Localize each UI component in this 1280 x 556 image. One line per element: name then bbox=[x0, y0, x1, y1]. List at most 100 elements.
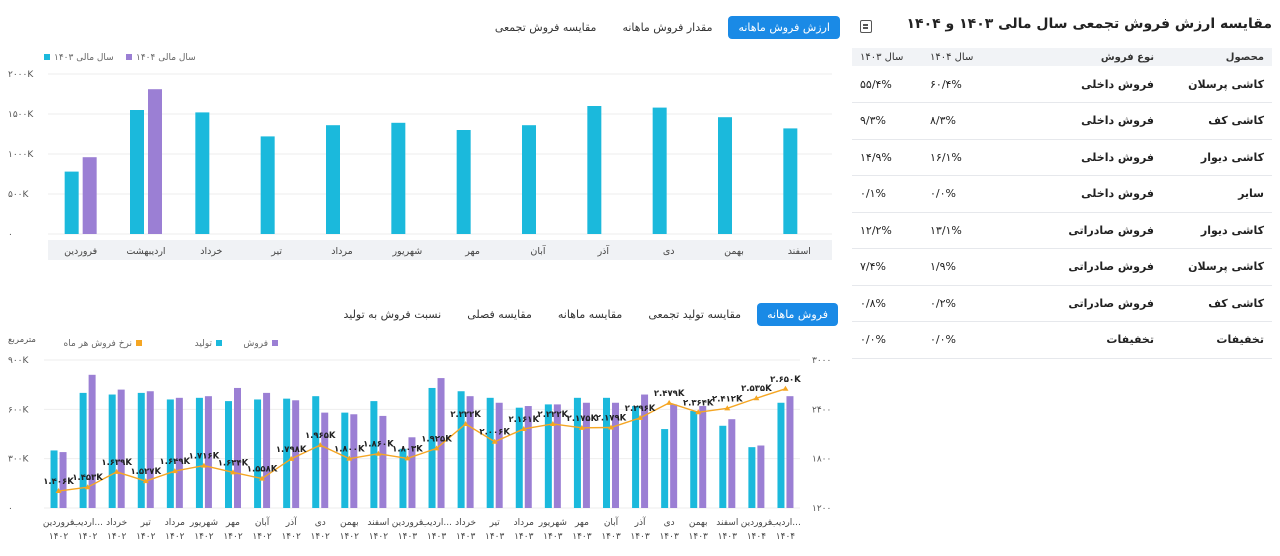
rate-data-label: ۱.۸۶۰K bbox=[363, 440, 394, 450]
x-tick-label-year: ۱۴۰۲ bbox=[281, 532, 301, 542]
x-tick-label-year: ۱۴۰۳ bbox=[689, 532, 709, 542]
rate-data-label: ۲.۱۷۹K bbox=[596, 414, 627, 424]
bar-sales bbox=[757, 445, 765, 508]
y-right-tick-label: ۱۸۰۰ bbox=[812, 455, 831, 465]
bar-production bbox=[544, 404, 552, 508]
x-tick-label-month: تیر bbox=[489, 518, 501, 528]
bar-sales bbox=[379, 415, 387, 508]
bar-production bbox=[603, 397, 610, 508]
y-tick-label: ۱۰۰۰K bbox=[8, 150, 34, 160]
bar-1403 bbox=[587, 106, 602, 234]
top-chart-tab-2[interactable]: مقایسه فروش تجمعی bbox=[494, 21, 597, 34]
bar-sales bbox=[204, 396, 212, 508]
x-tick-label-month: آبان bbox=[255, 516, 270, 528]
bar-sales bbox=[175, 397, 183, 508]
rate-point bbox=[55, 488, 62, 494]
x-tick-label-month: آبان bbox=[604, 516, 619, 528]
cell-product: کاشی پرسلان bbox=[1162, 66, 1272, 103]
bar-sales bbox=[466, 396, 474, 508]
bar-sales bbox=[350, 414, 358, 508]
comparison-panel: مقایسه ارزش فروش تجمعی سال مالی ۱۴۰۳ و ۱… bbox=[852, 10, 1272, 360]
cell-type: فروش داخلی bbox=[1012, 102, 1162, 140]
x-tick-label-year: ۱۴۰۲ bbox=[136, 532, 156, 542]
table-row: تخفیفات تخفیفات ۰/۰% ۰/۰% bbox=[852, 321, 1272, 359]
bar-production bbox=[283, 398, 291, 508]
bar-production bbox=[50, 450, 58, 508]
x-tick-label-month: شهریور bbox=[189, 518, 218, 528]
bar-sales bbox=[641, 394, 649, 508]
rate-point bbox=[84, 484, 91, 490]
y-right-tick-label: ۳۰۰۰ bbox=[812, 356, 831, 366]
bottom-chart-tab-3[interactable]: مقایسه فصلی bbox=[467, 308, 532, 321]
bottom-chart-tab-1[interactable]: مقایسه تولید تجمعی bbox=[648, 308, 742, 321]
bar-1403 bbox=[718, 117, 732, 234]
bar-sales bbox=[292, 400, 300, 508]
cell-y1403: ۰/۸% bbox=[852, 285, 922, 322]
bottom-chart-tab-2[interactable]: مقایسه ماهانه bbox=[557, 308, 623, 321]
cell-y1404: ۱۳/۱% bbox=[922, 212, 1012, 249]
y-tick-label: ۲۰۰۰K bbox=[8, 70, 34, 80]
y-tick-label: ۱۵۰۰K bbox=[8, 110, 34, 120]
header-year-1404: سال ۱۴۰۴ bbox=[922, 48, 1012, 66]
export-icon[interactable] bbox=[860, 20, 872, 33]
bar-1404 bbox=[148, 89, 162, 234]
legend-swatch bbox=[44, 54, 50, 60]
bar-1403 bbox=[195, 112, 210, 234]
legend-label: فروش bbox=[243, 339, 268, 349]
rate-point bbox=[753, 395, 760, 401]
legend-label: سال مالی ۱۴۰۳ bbox=[54, 53, 114, 63]
cell-y1403: ۰/۰% bbox=[852, 321, 922, 359]
x-tick-label-year: ۱۴۰۲ bbox=[78, 532, 98, 542]
x-tick-label: شهریور bbox=[391, 246, 422, 257]
legend-swatch bbox=[136, 340, 142, 346]
cell-y1403: ۵۵/۴% bbox=[852, 66, 922, 103]
bar-production bbox=[137, 392, 145, 508]
cell-product: تخفیفات bbox=[1162, 321, 1272, 359]
x-tick-label: بهمن bbox=[724, 246, 744, 257]
cell-type: فروش داخلی bbox=[1012, 66, 1162, 103]
rate-data-label: ۲.۱۶۱K bbox=[508, 415, 539, 425]
x-tick-label-month: بهمن bbox=[689, 518, 708, 528]
rate-point bbox=[462, 420, 469, 426]
unit-label: مترمربع bbox=[8, 335, 36, 345]
cell-type: فروش صادراتی bbox=[1012, 212, 1162, 249]
bar-production bbox=[690, 410, 698, 508]
table-row: کاشی دیوار فروش صادراتی ۱۳/۱% ۱۲/۲% bbox=[852, 212, 1272, 249]
bar-production bbox=[108, 394, 116, 508]
rate-data-label: ۱.۷۹۸K bbox=[276, 445, 307, 455]
top-chart-tab-0[interactable]: ارزش فروش ماهانه bbox=[728, 16, 840, 39]
x-tick-label-month: خرداد bbox=[106, 518, 127, 528]
cell-product: کاشی دیوار bbox=[1162, 139, 1272, 176]
cell-y1403: ۰/۱% bbox=[852, 175, 922, 213]
rate-data-label: ۲.۰۰۶K bbox=[479, 428, 510, 438]
x-tick-label-year: ۱۴۰۳ bbox=[718, 532, 738, 542]
bottom-chart-tab-0[interactable]: فروش ماهانه bbox=[757, 303, 838, 326]
x-tick-label: دی bbox=[663, 246, 675, 257]
bar-sales bbox=[612, 402, 619, 508]
rate-point bbox=[608, 424, 614, 430]
header-product: محصول bbox=[1162, 48, 1272, 66]
rate-point bbox=[142, 478, 149, 484]
bar-production bbox=[79, 392, 87, 508]
cell-y1404: ۰/۰% bbox=[922, 321, 1012, 359]
bar-production bbox=[777, 402, 785, 508]
cell-product: کاشی کف bbox=[1162, 102, 1272, 140]
rate-data-label: ۱.۶۳۴K bbox=[218, 458, 249, 468]
monthly-sales-production-chart: مترمربع ۰ ۳۰۰K ۶۰۰K ۹۰۰K ۱۲۰۰ ۱۸۰۰ ۲۴۰۰ ۳۰۰۰ فروش… bbox=[8, 335, 831, 542]
bar-1403 bbox=[783, 128, 798, 234]
panel-title: مقایسه ارزش فروش تجمعی سال مالی ۱۴۰۳ و ۱… bbox=[906, 16, 1272, 32]
bar-sales bbox=[582, 402, 590, 508]
x-tick-label-year: ۱۴۰۳ bbox=[514, 532, 534, 542]
x-tick-label: مهر bbox=[464, 246, 480, 257]
legend-swatch bbox=[126, 54, 132, 60]
rate-point bbox=[695, 409, 702, 415]
bar-production bbox=[195, 397, 203, 508]
bottom-chart-tab-4[interactable]: نسبت فروش به تولید bbox=[343, 308, 442, 321]
rate-point bbox=[230, 469, 236, 475]
top-chart-tab-1[interactable]: مقدار فروش ماهانه bbox=[622, 21, 713, 34]
rate-data-label: ۲.۴۷۹K bbox=[654, 389, 685, 399]
x-tick-label-year: ۱۴۰۲ bbox=[49, 532, 69, 542]
x-tick-label: اسفند bbox=[788, 246, 811, 257]
rate-data-label: ۲.۳۶۴K bbox=[683, 398, 714, 408]
cell-product: سایر bbox=[1162, 175, 1272, 213]
